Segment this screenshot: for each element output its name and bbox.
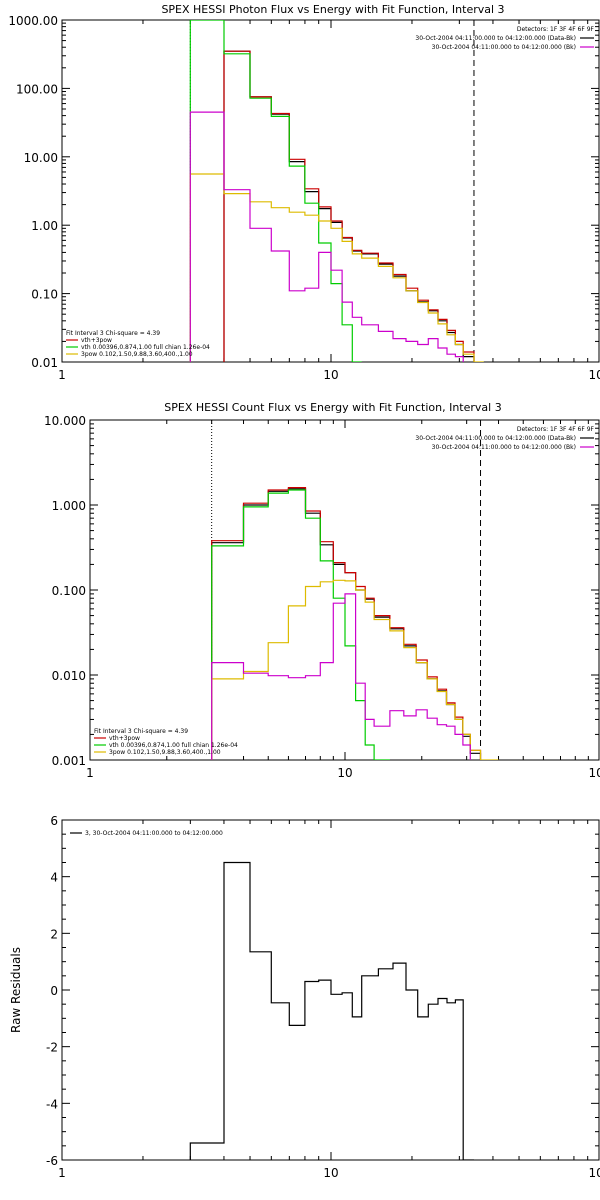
y-axis-label: Raw Residuals	[9, 947, 23, 1033]
series-line-3-30-oct-2004-04-11-00-000-to-04-12-00-000	[189, 861, 474, 1160]
y-tick-label: 1000.00	[8, 14, 58, 28]
x-tick-label: 100	[589, 766, 600, 780]
legend-entry: Fit Interval 3 Chi-square = 4.39	[94, 728, 188, 735]
photon-flux-panel: SPEX HESSI Photon Flux vs Energy with Fi…	[8, 3, 600, 382]
legend-entry: 30-Oct-2004 04:11:00.000 to 04:12:00.000…	[415, 435, 576, 442]
x-tick-label: 1	[58, 368, 66, 382]
x-tick-label: 100	[589, 1166, 600, 1180]
x-tick-label: 10	[323, 1166, 338, 1180]
y-tick-label: 0.10	[31, 288, 58, 302]
x-tick-label: 1	[58, 1166, 66, 1180]
legend-entry: 3pow 0.102,1.50,9.88,3.60,400.,1.00	[81, 351, 193, 358]
y-tick-label: 10.00	[24, 151, 58, 165]
plot-frame	[61, 19, 600, 363]
series-line-vth	[189, 20, 362, 362]
y-tick-label: 1.00	[31, 219, 58, 233]
residuals-panel: Raw Residuals 1 10 100 -6 -4 -2 0 2 4 6 3, 30-Oct-…	[9, 814, 600, 1180]
series-line-3pow	[211, 579, 499, 760]
series-line-vth	[211, 489, 390, 760]
y-tick-label: 10.000	[44, 414, 86, 428]
y-tick-label: 100.00	[16, 82, 58, 96]
legend-entry: vth 0.00396,0.874,1.00 full chian 1.26e-…	[109, 742, 238, 749]
y-tick-label: 1.000	[52, 499, 86, 513]
series-line-vth-3pow	[211, 487, 482, 760]
panel-title: SPEX HESSI Photon Flux vs Energy with Fi…	[161, 3, 504, 16]
panel-title: SPEX HESSI Count Flux vs Energy with Fit…	[164, 401, 501, 414]
y-tick-label: 0.01	[31, 356, 58, 370]
x-tick-label: 1	[86, 766, 94, 780]
y-tick-label: -2	[46, 1041, 58, 1055]
series-group	[189, 20, 484, 362]
series-line-data-bk	[211, 488, 482, 760]
legend-entry: Detectors: 1F 3F 4F 6F 9F	[517, 26, 595, 33]
y-tick-label: 4	[50, 871, 58, 885]
plot-frame	[89, 419, 600, 761]
x-tick-label: 10	[323, 368, 338, 382]
legend-entry: 30-Oct-2004 04:11:00.000 to 04:12:00.000…	[415, 35, 576, 42]
legend-entry: 3pow 0.102,1.50,9.88,3.60,400.,1.00	[109, 749, 221, 756]
y-tick-label: 2	[50, 927, 58, 941]
y-tick-label: 6	[50, 814, 58, 828]
legend-entry: 30-Oct-2004 04:11:00.000 to 04:12:00.000…	[432, 44, 576, 51]
series-group	[211, 487, 499, 760]
series-line-bk	[211, 593, 471, 760]
y-tick-label: -4	[46, 1097, 58, 1111]
series-group	[189, 861, 474, 1160]
series-line-bk	[189, 111, 464, 362]
legend-entry: vth 0.00396,0.874,1.00 full chian 1.26e-…	[81, 344, 210, 351]
y-tick-label: 0.001	[52, 754, 86, 768]
legend-entry: 3, 30-Oct-2004 04:11:00.000 to 04:12:00.…	[85, 830, 223, 837]
legend-entry: vth+3pow	[109, 735, 140, 742]
y-tick-label: 0.100	[52, 584, 86, 598]
x-tick-label: 100	[589, 368, 600, 382]
legend-entry: 30-Oct-2004 04:11:00.000 to 04:12:00.000…	[432, 444, 576, 451]
legend-entry: vth+3pow	[81, 337, 112, 344]
series-line-3pow	[189, 173, 484, 362]
y-tick-label: 0.010	[52, 669, 86, 683]
count-flux-panel: SPEX HESSI Count Flux vs Energy with Fit…	[44, 401, 600, 780]
legend-entry: Detectors: 1F 3F 4F 6F 9F	[517, 426, 595, 433]
y-tick-label: 0	[50, 984, 58, 998]
legend-entry: Fit Interval 3 Chi-square = 4.39	[66, 330, 160, 337]
x-tick-label: 10	[337, 766, 352, 780]
y-tick-label: -6	[46, 1154, 58, 1168]
